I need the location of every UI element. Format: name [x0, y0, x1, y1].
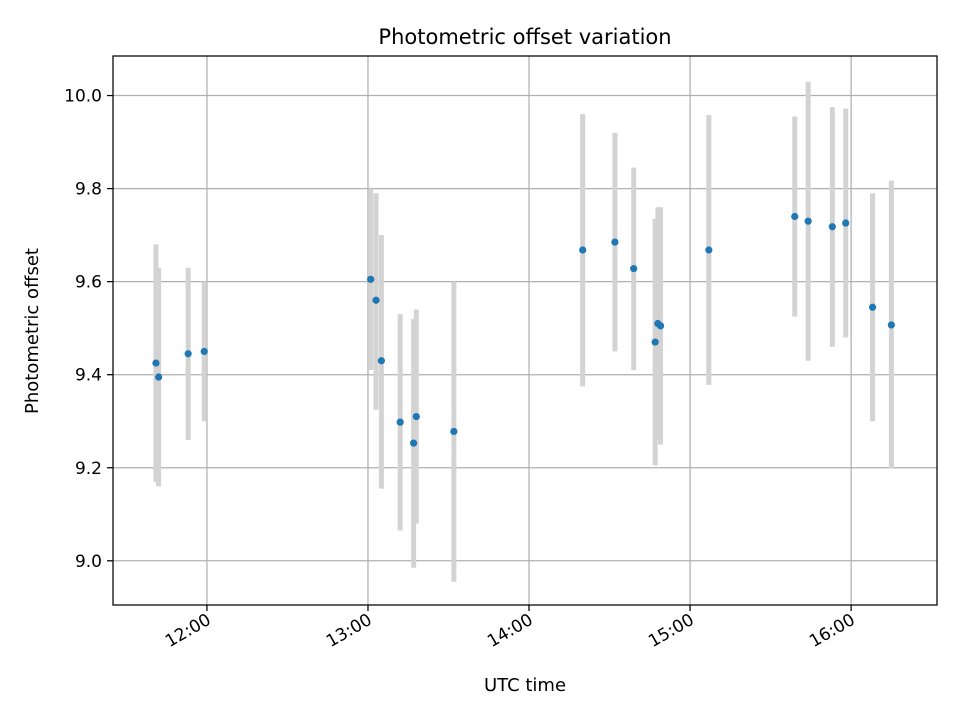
data-point	[842, 219, 850, 227]
data-point	[656, 322, 665, 330]
y-tick-label: 9.2	[75, 459, 102, 479]
data-point	[184, 350, 192, 358]
data-point	[651, 338, 659, 346]
data-point	[372, 296, 380, 304]
y-axis-label: Photometric offset	[22, 248, 43, 414]
data-point	[868, 303, 877, 311]
data-point	[152, 359, 160, 367]
grid-lines	[113, 56, 937, 605]
y-axis-ticks: 9.0 9.2 9.4 9.6 9.8 10.0	[64, 87, 113, 572]
data-point	[828, 223, 836, 231]
data-point	[705, 246, 713, 254]
data-point	[579, 246, 587, 254]
data-point	[200, 347, 208, 356]
plot-area-frame	[112, 55, 938, 606]
data-point	[804, 217, 812, 225]
y-tick-label: 9.8	[75, 180, 102, 200]
x-axis-label: UTC time	[484, 675, 566, 696]
data-point	[396, 418, 404, 426]
data-point	[155, 373, 163, 381]
data-point	[410, 439, 418, 447]
data-point	[791, 212, 799, 221]
data-points	[152, 212, 895, 447]
data-point	[367, 275, 375, 283]
data-point	[630, 265, 638, 273]
data-point	[450, 427, 458, 436]
data-point	[887, 321, 895, 329]
data-point	[611, 238, 619, 246]
y-tick-label: 9.4	[75, 366, 102, 386]
y-tick-label: 9.0	[75, 552, 102, 572]
chart-title: Photometric offset variation	[378, 25, 671, 49]
y-tick-label: 9.6	[75, 273, 102, 293]
data-point	[377, 357, 386, 365]
data-point	[412, 412, 420, 421]
y-tick-label: 10.0	[64, 87, 102, 107]
